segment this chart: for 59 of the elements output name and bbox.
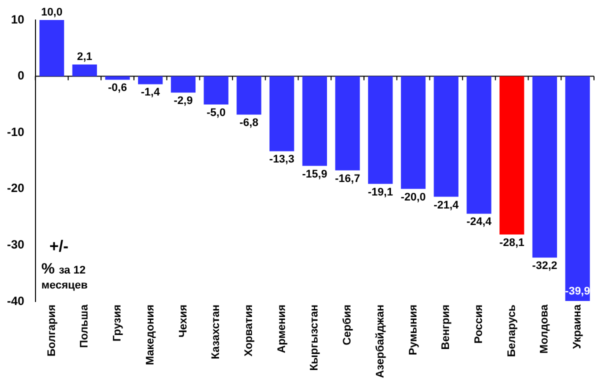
x-tick-label: Польша [78, 304, 91, 348]
x-tick-label: Кыргызстан [308, 304, 321, 371]
bar [170, 76, 196, 93]
x-tick-label: Хорватия [242, 304, 255, 356]
bar [269, 76, 294, 152]
bar [500, 76, 524, 235]
data-label: -32,2 [532, 260, 558, 272]
bar [434, 76, 458, 197]
bar [236, 76, 262, 115]
x-tick-label: Молдова [538, 304, 551, 354]
y-tick-label: -40 [7, 294, 25, 308]
x-tick-label: Казахстан [210, 304, 222, 360]
bar [400, 76, 426, 189]
y-tick-label: 10 [10, 12, 25, 26]
bar [204, 76, 228, 104]
data-label: -19,1 [368, 186, 393, 198]
bar [466, 76, 492, 214]
x-tick-label: Грузия [112, 304, 124, 342]
x-tick-label: Россия [473, 304, 486, 344]
data-label: -13,3 [269, 154, 294, 166]
x-tick-label: Румыния [407, 304, 420, 356]
y-tick-label: -30 [7, 238, 25, 252]
x-tick-label: Украина [572, 304, 584, 349]
x-tick-label: Армения [276, 304, 288, 354]
data-label: -5,0 [206, 106, 226, 119]
bar [138, 76, 163, 84]
x-tick-label: Македония [144, 304, 156, 366]
y-tick-label: 0 [18, 68, 25, 83]
data-label: -16,7 [334, 172, 360, 185]
bar [565, 76, 590, 301]
x-tick-label: Чехия [177, 304, 190, 338]
bar [72, 64, 97, 76]
bar [335, 76, 360, 170]
x-tick-label: Болгария [46, 304, 58, 356]
bar [302, 76, 327, 166]
x-tick-label: Сербия [342, 304, 354, 346]
data-label: -39,9 [565, 286, 590, 298]
data-label: 10,0 [41, 6, 62, 19]
data-label: -1,4 [140, 86, 161, 99]
y-tick-label: -20 [7, 181, 25, 196]
data-label: -24,4 [466, 216, 492, 228]
data-label: -0,6 [108, 82, 127, 94]
x-tick-label: Беларусь [506, 304, 518, 357]
data-label: 2,1 [76, 51, 92, 64]
bar [368, 76, 393, 184]
y-tick-label: -10 [7, 124, 25, 139]
x-tick-label: Азербайджан [374, 304, 386, 378]
data-label: -28,1 [499, 237, 524, 250]
bar [105, 76, 130, 80]
data-label: -15,9 [302, 168, 328, 180]
data-label: -20,0 [400, 191, 426, 204]
annotation: +/- [49, 238, 68, 256]
data-label: -2,9 [174, 95, 193, 108]
data-label: -6,8 [239, 117, 258, 130]
bar [39, 20, 64, 76]
x-tick-label: Венгрия [440, 304, 452, 350]
annotation: % за 12 месяцев [41, 260, 88, 292]
bar [532, 76, 558, 258]
data-label: -21,4 [434, 199, 460, 212]
